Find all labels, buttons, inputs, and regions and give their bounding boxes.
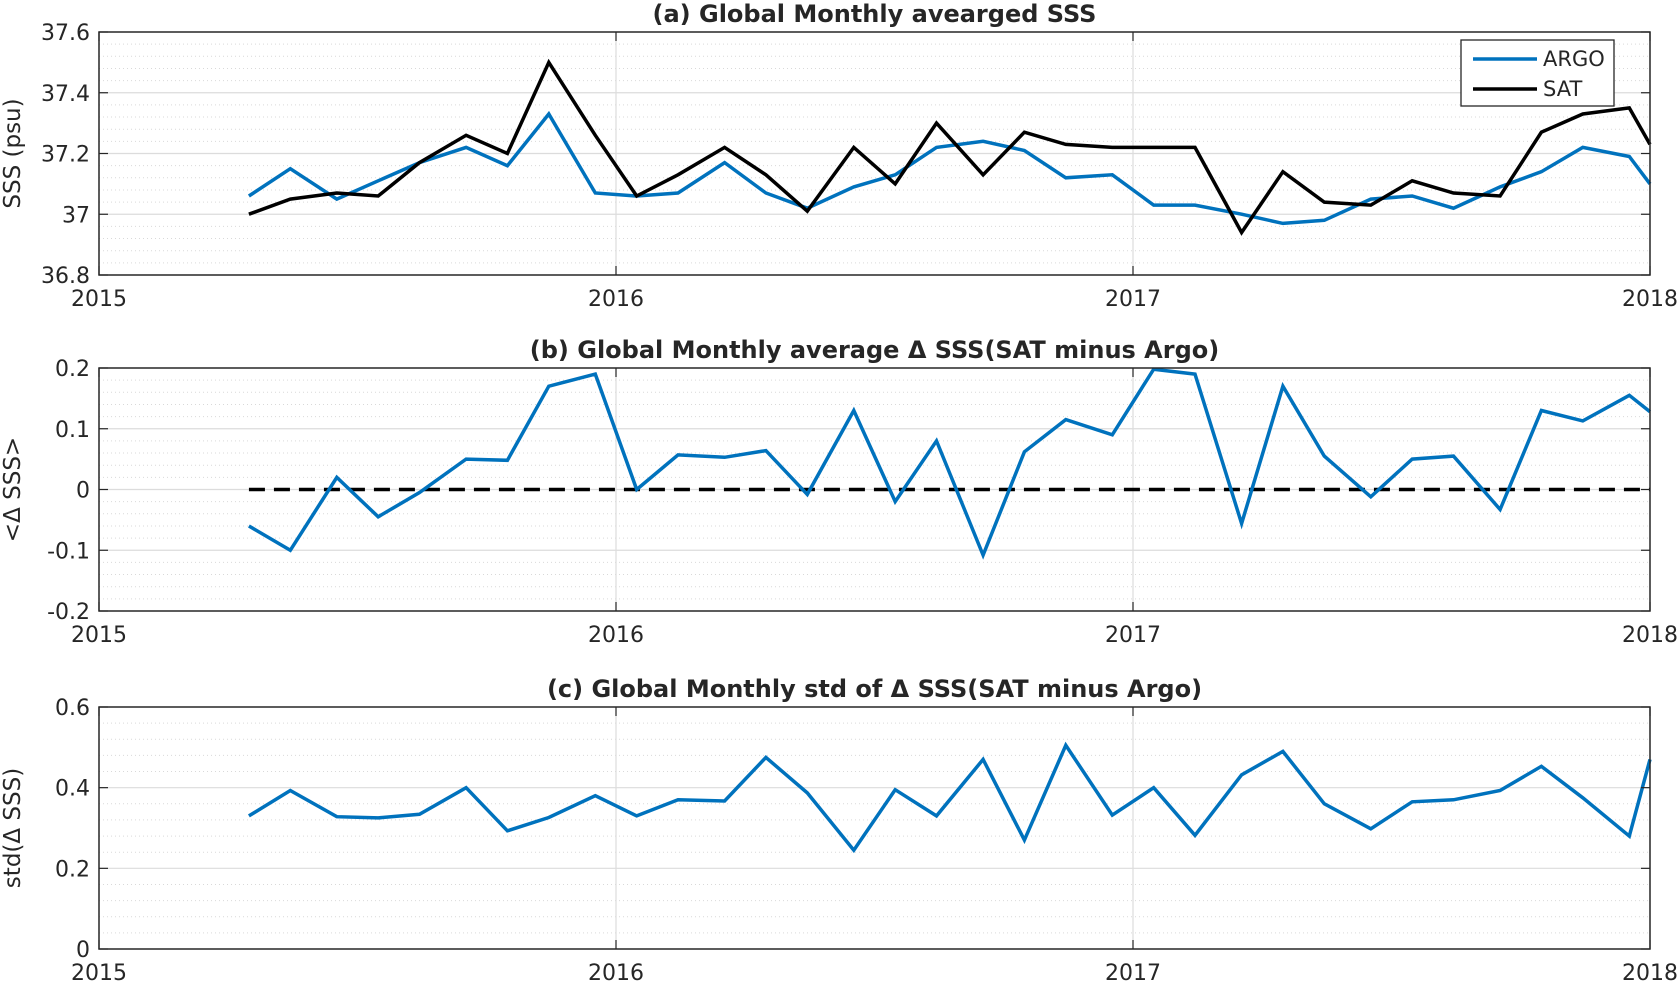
y-tick-label: 36.8 xyxy=(41,264,90,289)
y-tick-label: 37.6 xyxy=(41,21,90,46)
y-axis-label: std(Δ SSS) xyxy=(0,768,26,888)
x-tick-label: 2016 xyxy=(588,623,644,648)
y-tick-label: 0.4 xyxy=(55,777,90,802)
x-tick-label: 2018 xyxy=(1622,961,1678,982)
plot-area xyxy=(99,707,1650,949)
panel-a: 36.8 37 37.2 37.4 37.6 2015 2016 2017 2018 (a) Gl… xyxy=(0,0,1678,312)
y-tick-label: 0.2 xyxy=(55,857,90,882)
y-axis-label: <Δ SSS> xyxy=(0,437,26,542)
x-tick-label: 2017 xyxy=(1105,961,1161,982)
legend-box xyxy=(1460,39,1615,107)
series-line xyxy=(247,741,1652,854)
legend-label-sat: SAT xyxy=(1543,77,1582,101)
y-tick-label: 0 xyxy=(76,479,90,504)
y-tick-label: 37.2 xyxy=(41,143,90,168)
panel-b: -0.2 -0.1 0 0.1 0.2 2015 2016 2017 2018 (b) Globa… xyxy=(0,336,1678,648)
x-tick-label: 2018 xyxy=(1622,287,1678,312)
y-tick-label: 0.6 xyxy=(55,696,90,721)
x-tick-label: 2015 xyxy=(71,961,127,982)
series-line xyxy=(248,367,1652,560)
y-tick-label: 0.2 xyxy=(55,357,90,382)
y-tick-label: -0.2 xyxy=(47,600,90,625)
axes-frame xyxy=(98,706,1651,950)
y-tick-label: -0.1 xyxy=(47,539,90,564)
y-tick-label: 37.4 xyxy=(41,82,90,107)
chart-title: (c) Global Monthly std of Δ SSS(SAT minu… xyxy=(547,675,1202,703)
chart-title: (b) Global Monthly average Δ SSS(SAT min… xyxy=(530,336,1219,364)
x-tick-label: 2017 xyxy=(1105,623,1161,648)
legend-label-argo: ARGO xyxy=(1543,47,1605,71)
chart-title: (a) Global Monthly avearged SSS xyxy=(653,0,1097,28)
panel-c: 0 0.2 0.4 0.6 2015 2016 2017 2018 (c) Global Mon… xyxy=(0,675,1678,982)
x-tick-label: 2015 xyxy=(71,623,127,648)
y-axis-label: SSS (psu) xyxy=(0,98,26,208)
y-tick-label: 37 xyxy=(62,203,90,228)
x-tick-label: 2015 xyxy=(71,287,127,312)
series-line-sat xyxy=(248,58,1652,236)
x-tick-label: 2017 xyxy=(1105,287,1161,312)
y-tick-label: 0.1 xyxy=(55,418,90,443)
legend: ARGO SAT xyxy=(1460,39,1615,107)
series-line-argo xyxy=(247,110,1652,226)
x-tick-label: 2018 xyxy=(1622,623,1678,648)
x-tick-label: 2016 xyxy=(588,961,644,982)
x-tick-label: 2016 xyxy=(588,287,644,312)
y-tick-label: 0 xyxy=(76,938,90,963)
